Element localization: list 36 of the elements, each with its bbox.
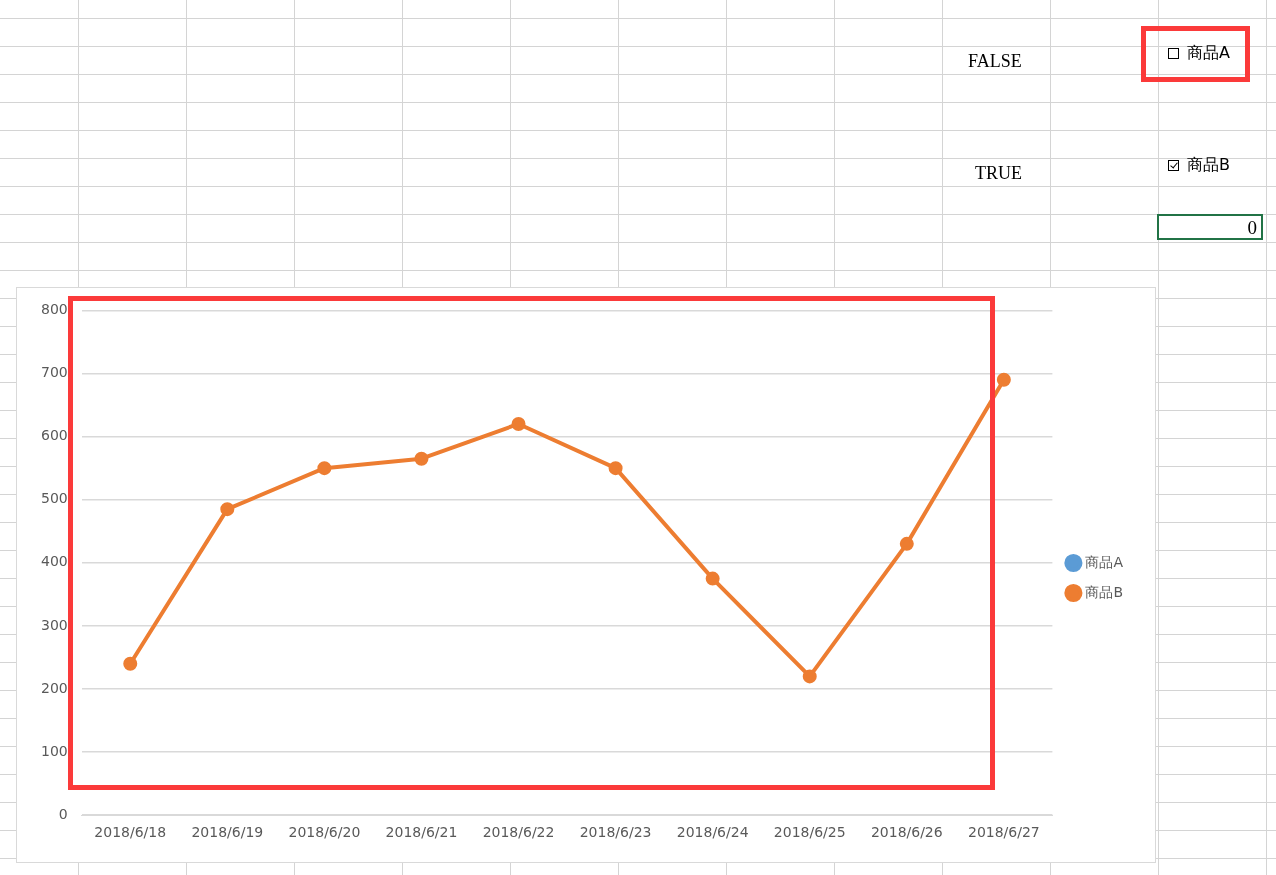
point (123, 656, 138, 671)
y-tick-label: 700 (40, 364, 68, 381)
x-tick-label: 2018/6/18 (94, 824, 167, 841)
x-tick-label: 2018/6/23 (579, 824, 652, 841)
x-tick-label: 2018/6/25 (773, 824, 846, 841)
y-tick-label: 500 (40, 490, 68, 507)
x-tick-label: 2018/6/26 (870, 824, 943, 841)
x-tick-label: 2018/6/21 (385, 824, 458, 841)
y-tick-label: 0 (58, 805, 68, 822)
text: 商品A (1187, 43, 1230, 64)
point (414, 451, 429, 466)
y-tick-label: 800 (40, 301, 68, 318)
y-tick-label: 600 (40, 427, 68, 444)
x-tick-label: 2018/6/27 (967, 824, 1040, 841)
point (996, 372, 1011, 387)
text: TRUE (975, 163, 1022, 184)
x-tick-label: 2018/6/24 (676, 824, 749, 841)
point (608, 461, 623, 476)
point (705, 571, 720, 586)
point (220, 502, 235, 517)
legend-label: 商品B (1085, 583, 1123, 600)
point (899, 536, 914, 551)
point (511, 416, 526, 431)
point (317, 461, 332, 476)
text: 0 (1157, 214, 1263, 240)
text: 商品B (1187, 155, 1230, 176)
legend-label: 商品A (1085, 553, 1124, 570)
y-tick-label: 100 (40, 742, 68, 759)
point (802, 669, 817, 684)
x-tick-label: 2018/6/22 (482, 824, 555, 841)
x-tick-label: 2018/6/19 (191, 824, 264, 841)
x-tick-label: 2018/6/20 (288, 824, 361, 841)
y-tick-label: 300 (40, 616, 68, 633)
y-tick-label: 400 (40, 553, 68, 570)
text: FALSE (968, 51, 1022, 72)
y-tick-label: 200 (40, 679, 68, 696)
